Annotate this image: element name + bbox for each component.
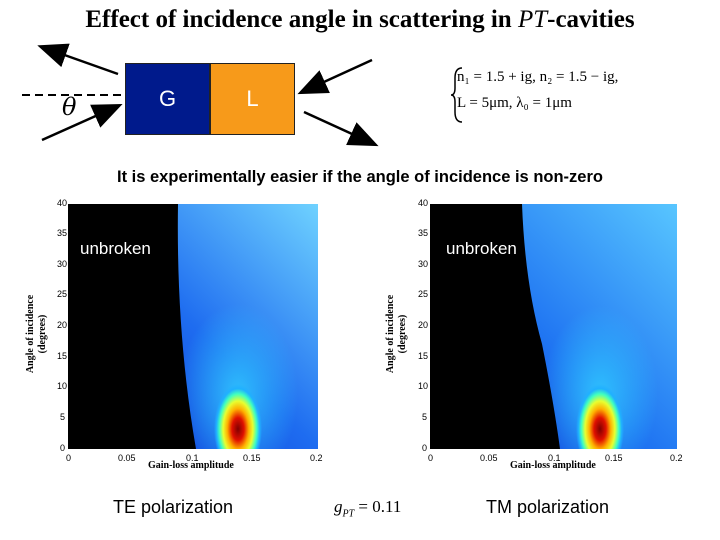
page-title: Effect of incidence angle in scattering …: [0, 6, 720, 34]
tm-ytick: 0: [422, 443, 428, 453]
te-xtick: 0.05: [118, 453, 136, 463]
incident-left-arrow: [41, 103, 123, 142]
te-ytick: 20: [57, 320, 68, 330]
te-unbroken-label: unbroken: [80, 239, 151, 258]
transmitted-right-arrow: [303, 110, 379, 147]
te-ytick: 0: [60, 443, 66, 453]
tm-ytick: 30: [418, 259, 429, 269]
te-xtick: 0: [66, 453, 72, 463]
gain-label: G: [158, 86, 177, 111]
tm-heatmap: [430, 204, 677, 449]
loss-block: L: [210, 63, 295, 135]
tm-caption: TM polarization: [486, 497, 610, 517]
te-ytick: 25: [57, 289, 68, 299]
reflected-left-arrow: [37, 43, 119, 76]
formula-line-1: n₁ = 1.5 + ig, n₂ = 1.5 − ig,: [457, 69, 619, 85]
title-suffix: -cavities: [547, 6, 635, 33]
tm-xtick: 0.15: [605, 453, 623, 463]
te-xtick: 0.1: [186, 453, 199, 463]
tm-ytick: 5: [422, 412, 428, 422]
tm-y-axis-label: Angle of incidence (degrees): [385, 294, 408, 374]
te-heatmap: [68, 204, 318, 449]
pt-symbol: PT: [517, 6, 548, 33]
gpt-subscript: PT: [342, 508, 355, 520]
tm-unbroken-label: unbroken: [446, 239, 517, 258]
tm-xtick: 0.2: [670, 453, 683, 463]
scattering-diagram: [22, 43, 379, 147]
tm-ytick: 40: [418, 198, 429, 208]
tm-xtick: 0.1: [548, 453, 561, 463]
gpt-number: = 0.11: [354, 497, 402, 516]
tm-xtick: 0: [428, 453, 434, 463]
te-ytick: 10: [57, 381, 68, 391]
te-xtick: 0.2: [310, 453, 323, 463]
title-text: Effect of incidence angle in scattering …: [85, 6, 518, 33]
te-ytick: 30: [57, 259, 68, 269]
te-ytick: 40: [57, 198, 68, 208]
formula: n₁ = 1.5 + ig, n₂ = 1.5 − ig, L = 5μm, λ…: [457, 64, 618, 116]
angle-symbol: θ: [62, 93, 77, 121]
tm-ytick: 35: [418, 228, 429, 238]
tm-ytick: 20: [418, 320, 429, 330]
te-ytick: 5: [60, 412, 66, 422]
te-xtick: 0.15: [243, 453, 261, 463]
tm-ytick: 15: [418, 351, 429, 361]
te-x-axis-label: Gain-loss amplitude: [148, 460, 234, 471]
tm-ytick: 25: [418, 289, 429, 299]
te-y-axis-label: Angle of incidence (degrees): [25, 294, 48, 374]
tm-x-axis-label: Gain-loss amplitude: [510, 460, 596, 471]
subtitle: It is experimentally easier if the angle…: [117, 168, 603, 186]
te-ytick: 35: [57, 228, 68, 238]
gpt-symbol: g: [334, 497, 343, 516]
formula-brace: [450, 67, 463, 123]
gpt-value: gPT = 0.11: [334, 497, 401, 519]
gain-block: G: [125, 63, 210, 135]
incident-right-arrow: [297, 58, 373, 95]
tm-ytick: 10: [418, 381, 429, 391]
te-ytick: 15: [57, 351, 68, 361]
te-plot: Angle of incidence (degrees) 40 35 30 25 …: [0, 195, 360, 540]
loss-label: L: [246, 86, 259, 111]
tm-xtick: 0.05: [480, 453, 498, 463]
te-caption: TE polarization: [113, 497, 234, 517]
tm-plot: Angle of incidence (degrees) 40 35 30 25 …: [360, 195, 720, 540]
formula-line-2: L = 5μm, λ₀ = 1μm: [457, 95, 572, 111]
